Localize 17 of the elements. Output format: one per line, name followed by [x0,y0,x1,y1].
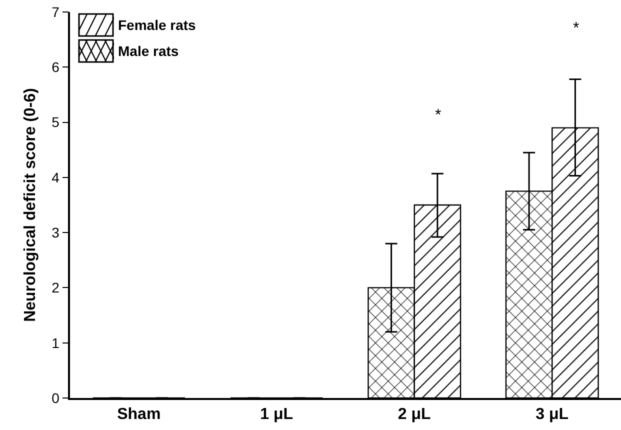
legend-label: Male rats [118,43,179,59]
y-tick-label: 3 [52,224,60,240]
x-tick-label: 2 μL [398,406,432,424]
y-tick-label: 1 [52,334,60,351]
x-tick-label: 1 μL [260,406,294,424]
y-tick-label: 7 [52,4,60,20]
x-tick-label: Sham [117,406,161,424]
annotation: * [573,20,580,37]
annotation: * [435,107,442,124]
y-tick-label: 6 [52,59,60,76]
y-axis-title: Neurological deficit score (0-6) [22,88,40,322]
y-tick-label: 5 [52,114,60,130]
y-tick-label: 0 [52,390,60,406]
y-tick-label: 2 [52,280,60,296]
x-tick-label: 3 μL [536,406,569,424]
y-tick-label: 4 [52,169,60,186]
legend-label: Female rats [118,17,196,33]
